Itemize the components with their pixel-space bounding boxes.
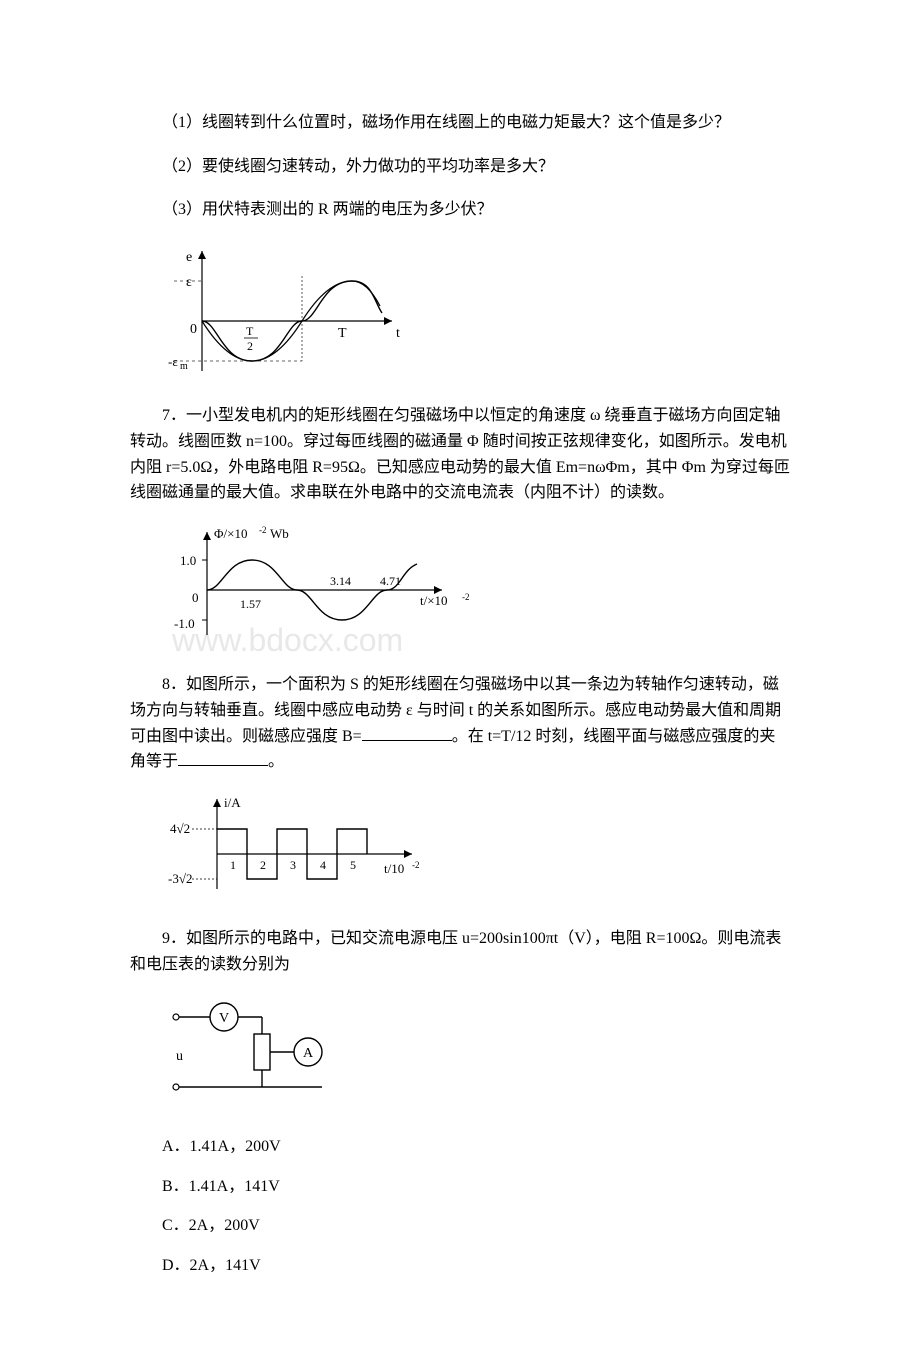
fig7-x-label: t/×10 (420, 593, 448, 608)
fig6-thalf-bot: 2 (247, 339, 253, 353)
fig6-T: T (338, 326, 347, 341)
fig8-yneg: -3√2 (168, 871, 192, 886)
fig7-ypos: 1.0 (180, 553, 196, 568)
figure-8-square-wave: 4√2 -3√2 1 2 3 4 5 i/A t/10 -2 (162, 789, 790, 913)
fig7-origin: 0 (192, 590, 199, 605)
q8-blank1 (362, 725, 452, 741)
fig7-x-exp: -2 (462, 592, 470, 602)
fig8-x-exp: -2 (412, 860, 420, 870)
fig8-x-label: t/10 (384, 861, 404, 876)
fig8-x1: 1 (230, 858, 236, 872)
fig8-y-label: i/A (224, 795, 241, 810)
q6-part2: （2）要使线圈匀速转动，外力做功的平均功率是多大？ (130, 154, 790, 180)
fig7-yneg: -1.0 (174, 616, 195, 631)
fig7-x3: 4.71 (380, 574, 401, 588)
fig7-x1: 1.57 (240, 597, 261, 611)
fig7-y-unit: Wb (270, 526, 289, 541)
fig6-neg-em: -ε (168, 354, 178, 369)
fig6-x-label: t (396, 326, 400, 341)
fig8-x5: 5 (350, 858, 356, 872)
fig8-x2: 2 (260, 858, 266, 872)
q9-option-c: C．2A，200V (130, 1213, 790, 1239)
fig9-A: A (303, 1046, 314, 1061)
fig9-V: V (219, 1011, 229, 1026)
fig6-thalf-top: T (246, 324, 254, 338)
fig8-ypos: 4√2 (170, 821, 190, 836)
q6-part3: （3）用伏特表测出的 R 两端的电压为多少伏？ (130, 197, 790, 223)
figure-7-flux-sine: Φ/×10 -2 Wb 1.0 0 -1.0 1.57 3.14 4.71 t/… (162, 520, 790, 659)
fig8-x4: 4 (320, 858, 326, 872)
fig6-origin: 0 (190, 322, 197, 337)
q7-text: 7．一小型发电机内的矩形线圈在匀强磁场中以恒定的角速度 ω 绕垂直于磁场方向固定… (130, 403, 790, 505)
fig9-u: u (176, 1049, 183, 1064)
q9-option-b: B．1.41A，141V (130, 1174, 790, 1200)
figure-9-circuit: V A u (162, 992, 790, 1121)
q6-part1: （1）线圈转到什么位置时，磁场作用在线圈上的电磁力矩最大？这个值是多少？ (130, 110, 790, 136)
fig7-x2: 3.14 (330, 574, 351, 588)
q8-after: 。 (268, 753, 284, 770)
q9-text: 9．如图所示的电路中，已知交流电源电压 u=200sin100πt（V），电阻 … (130, 926, 790, 977)
q7-text-content: 7．一小型发电机内的矩形线圈在匀强磁场中以恒定的角速度 ω 绕垂直于磁场方向固定… (130, 407, 790, 501)
q9-option-d: D．2A，141V (130, 1253, 790, 1279)
fig6-epsilon: ε (186, 275, 192, 290)
q9-option-a: A．1.41A，200V (130, 1134, 790, 1160)
fig6-y-label: e (186, 250, 192, 265)
fig7-y-label: Φ/×10 (214, 526, 247, 541)
q9-text-content: 9．如图所示的电路中，已知交流电源电压 u=200sin100πt（V），电阻 … (130, 930, 781, 973)
fig7-y-exp: -2 (259, 525, 267, 535)
q8-text: 8．如图所示，一个面积为 S 的矩形线圈在匀强磁场中以其一条边为转轴作匀速转动，… (130, 672, 790, 774)
fig8-x3: 3 (290, 858, 296, 872)
q8-blank2 (178, 750, 268, 766)
figure-6-emf-sine: e ε 0 -ε m t T 2 T (162, 241, 790, 390)
fig6-neg-em-sub: m (180, 361, 188, 372)
